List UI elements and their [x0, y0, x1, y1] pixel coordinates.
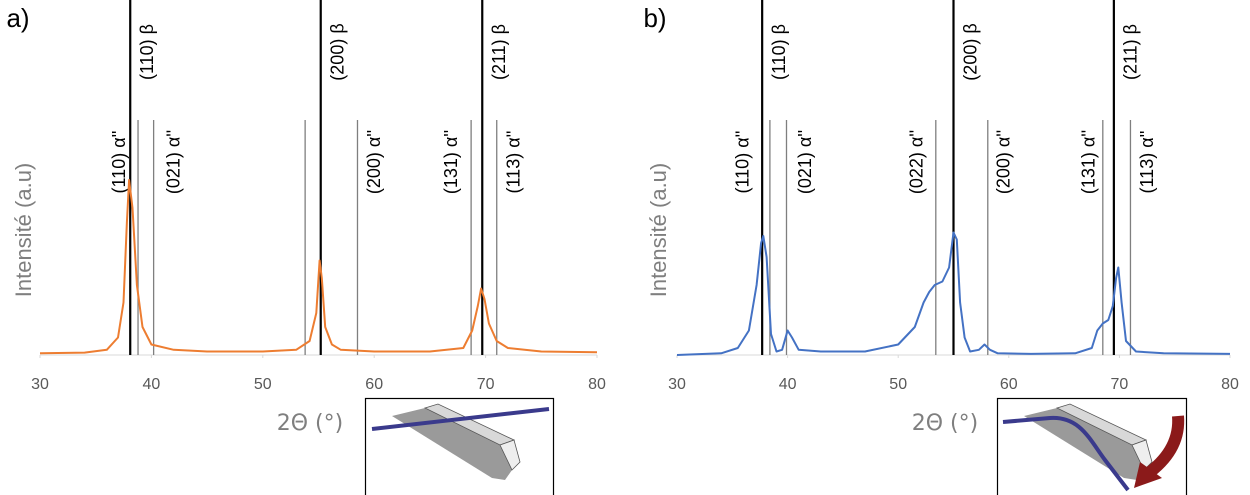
marker-label: (110) α''	[733, 131, 753, 194]
marker-label: (021) α''	[163, 130, 183, 194]
marker-label: (110) β	[137, 24, 157, 80]
inset-b	[996, 397, 1188, 495]
panel-label: b)	[643, 3, 666, 33]
x-tick-label: 70	[477, 376, 495, 393]
marker-label: (113) α''	[503, 131, 523, 194]
x-tick-label: 60	[365, 376, 383, 393]
x-axis-label: 2Θ (°)	[277, 411, 343, 436]
marker-label: (200) β	[327, 23, 347, 80]
panel-label: a)	[6, 3, 29, 33]
y-axis-label: Intensité (a.u)	[646, 163, 671, 298]
x-tick-label: 30	[668, 376, 686, 393]
marker-label: (131) α''	[1079, 130, 1099, 194]
marker-label: (211) β	[489, 24, 509, 80]
marker-label: (113) α''	[1137, 131, 1157, 194]
marker-label: (110) α''	[109, 131, 129, 194]
marker-label: (200) β	[960, 23, 980, 80]
curve	[676, 231, 1231, 356]
x-tick-label: 30	[31, 376, 49, 393]
x-tick-label: 50	[254, 376, 272, 393]
inset-a	[364, 397, 555, 495]
x-tick-label: 40	[143, 376, 161, 393]
marker-label: (200) α''	[364, 130, 384, 194]
marker-label: (110) β	[769, 24, 789, 80]
marker-label: (021) α''	[795, 130, 815, 194]
x-tick-label: 60	[1000, 376, 1018, 393]
x-tick-label: 40	[779, 376, 797, 393]
x-axis-label: 2Θ (°)	[912, 411, 978, 436]
marker-label: (022) α''	[907, 130, 927, 194]
marker-label: (211) β	[1121, 24, 1141, 80]
y-axis-label: Intensité (a.u)	[11, 163, 36, 298]
curve	[39, 179, 598, 355]
x-tick-label: 80	[588, 376, 606, 393]
marker-label: (131) α''	[441, 130, 461, 194]
x-tick-label: 70	[1111, 376, 1129, 393]
x-tick-label: 80	[1221, 376, 1239, 393]
x-tick-label: 50	[889, 376, 907, 393]
marker-label: (200) α''	[994, 130, 1014, 194]
